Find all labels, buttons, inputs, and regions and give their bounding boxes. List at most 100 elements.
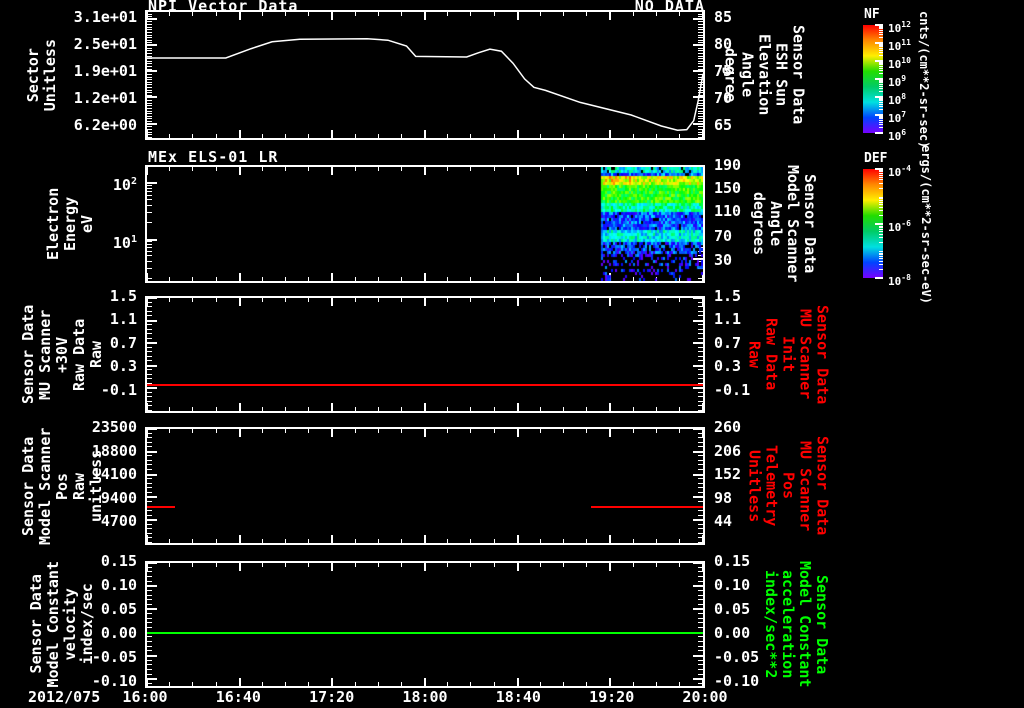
- colorbar-minor-tick: [879, 224, 883, 226]
- x-tick: [563, 429, 564, 433]
- y-minor-tick: [698, 13, 703, 15]
- x-tick: [308, 134, 310, 138]
- y-minor-tick: [698, 469, 703, 471]
- y-minor-tick: [698, 113, 703, 115]
- y-minor-tick: [147, 400, 152, 402]
- x-tick: [192, 563, 194, 567]
- y-axis-tick-label: 70: [714, 89, 733, 107]
- y-major-tick: [693, 473, 703, 476]
- y-axis-tick-label: 1.5: [714, 287, 742, 305]
- x-tick: [609, 429, 612, 437]
- colorbar-major-tick: [875, 132, 883, 134]
- x-tick: [285, 563, 286, 567]
- tick-base: 10: [888, 111, 902, 125]
- colorbar-minor-tick: [879, 29, 883, 31]
- axis-label-block: Sensor Data MU Scanner Init Raw Data Raw: [746, 296, 832, 413]
- y-minor-tick: [698, 617, 703, 619]
- x-tick: [470, 682, 472, 686]
- x-tick: [238, 429, 241, 437]
- y-axis-tick-label: 3.1e+01: [73, 8, 137, 27]
- axis-label-line: Sector: [24, 47, 42, 103]
- tick-exponent: 8: [901, 92, 907, 101]
- colorbar-minor-tick: [879, 254, 883, 256]
- colorbar-minor-tick: [879, 187, 883, 189]
- colorbar-minor-tick: [879, 43, 883, 45]
- y-minor-tick: [698, 514, 703, 516]
- y-minor-tick: [698, 105, 703, 107]
- axis-label-line: acceleration: [779, 570, 797, 679]
- y-minor-tick: [147, 391, 152, 393]
- axis-label-line: Sensor Data: [18, 436, 37, 536]
- axis-label-line: velocity: [61, 588, 79, 661]
- y-axis-tick-label: -0.10: [714, 672, 760, 690]
- colorbar-minor-tick: [879, 45, 883, 47]
- x-tick: [285, 682, 286, 686]
- y-minor-tick: [698, 391, 703, 393]
- y-axis-tick-label: 85: [714, 8, 733, 27]
- y-axis-tick-label: 0.00: [714, 624, 751, 642]
- x-tick: [655, 12, 657, 16]
- y-axis-tick-label: 98: [714, 488, 733, 507]
- x-axis-tick-label: 18:00: [402, 688, 448, 706]
- y-minor-tick: [698, 432, 703, 434]
- y-minor-tick: [147, 24, 152, 26]
- x-tick: [539, 429, 541, 433]
- y-minor-tick: [147, 68, 152, 70]
- y-axis-tick-label: 65: [714, 116, 733, 135]
- y-minor-tick: [698, 464, 703, 466]
- y-minor-tick: [698, 58, 703, 60]
- colorbar-minor-tick: [879, 237, 883, 239]
- x-tick: [238, 298, 241, 306]
- x-tick: [470, 12, 472, 16]
- tick-exponent: 12: [901, 20, 911, 29]
- y-axis-tick-label: 0.3: [714, 357, 742, 376]
- y-minor-tick: [698, 60, 703, 62]
- y-major-tick: [693, 387, 703, 390]
- x-tick: [702, 563, 704, 571]
- y-minor-tick: [698, 26, 703, 28]
- colorbar-minor-tick: [879, 171, 883, 173]
- tick-base: 10: [888, 94, 902, 107]
- x-tick: [238, 12, 241, 20]
- x-tick: [331, 130, 334, 138]
- x-tick: [586, 563, 588, 567]
- tick-exponent: 10: [901, 55, 911, 65]
- x-tick: [377, 134, 379, 138]
- y-major-tick: [147, 428, 157, 430]
- x-tick: [493, 407, 495, 411]
- y-minor-tick: [147, 11, 152, 12]
- colorbar-minor-tick: [879, 25, 883, 27]
- x-tick: [678, 682, 680, 686]
- y-axis-tick-label: -0.10: [91, 672, 137, 690]
- x-tick: [563, 12, 564, 16]
- x-tick: [447, 563, 449, 567]
- y-minor-tick: [698, 107, 703, 109]
- tick-base: 10: [888, 57, 902, 71]
- y-minor-tick: [147, 589, 152, 591]
- x-tick: [285, 12, 286, 16]
- colorbar-minor-tick: [879, 176, 883, 178]
- axis-label-line: Sensor Data: [813, 574, 831, 675]
- y-minor-tick: [698, 92, 703, 94]
- axis-label-line: Angle: [738, 52, 757, 98]
- tick-exponent: 1: [130, 234, 137, 246]
- colorbar-tick-label: 108: [888, 91, 906, 107]
- x-tick: [354, 682, 356, 686]
- x-tick: [377, 429, 379, 433]
- x-tick: [539, 563, 541, 567]
- x-tick: [702, 298, 704, 306]
- x-axis-tick-label: 19:20: [589, 688, 635, 706]
- y-minor-tick: [698, 446, 703, 448]
- axis-label-line: Sensor Data: [801, 174, 819, 274]
- x-tick: [516, 12, 519, 20]
- axis-label-line: Angle: [767, 201, 785, 247]
- y-minor-tick: [698, 410, 703, 411]
- x-tick: [563, 298, 564, 302]
- colorbar-minor-tick: [879, 229, 883, 231]
- y-minor-tick: [698, 487, 703, 489]
- colorbar-minor-tick: [879, 172, 883, 174]
- x-tick: [238, 403, 241, 411]
- x-tick: [377, 407, 379, 411]
- y-axis-title-left: Sensor Data Model Constant velocity index/s…: [10, 561, 114, 688]
